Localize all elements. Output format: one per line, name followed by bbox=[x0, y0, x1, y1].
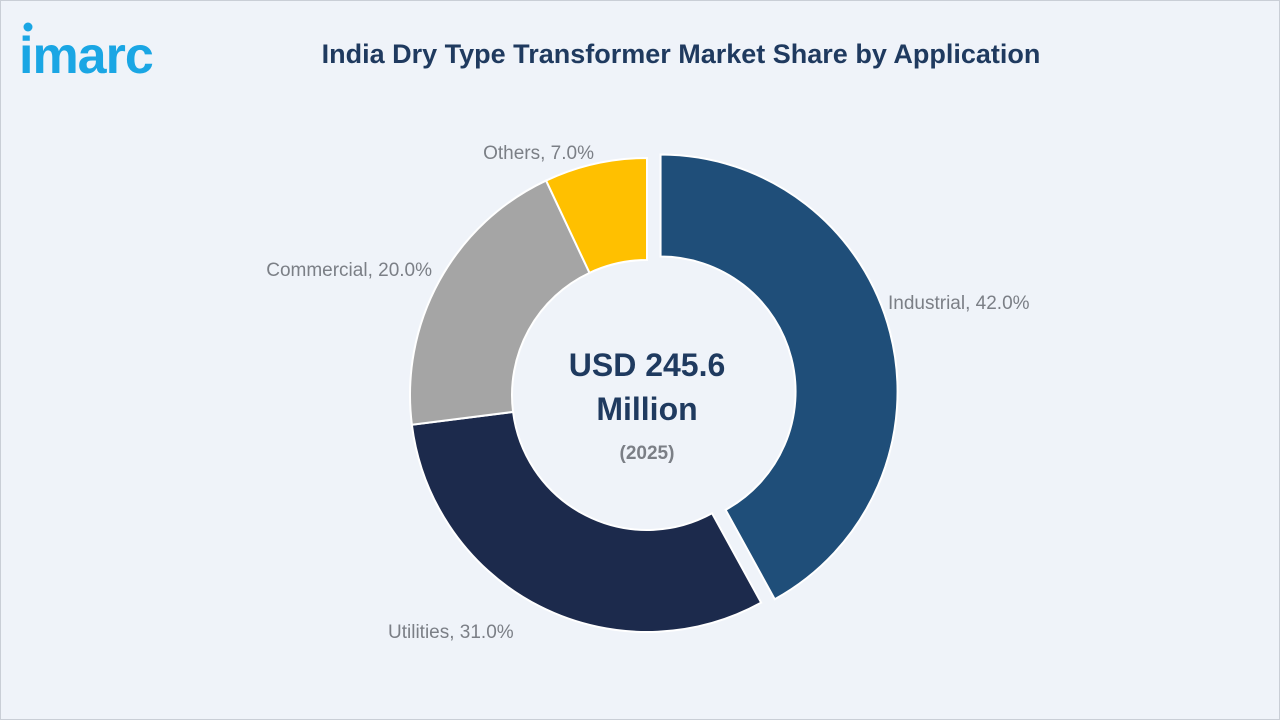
center-value-line-2: Million bbox=[596, 391, 697, 427]
chart-title: India Dry Type Transformer Market Share … bbox=[321, 39, 1041, 69]
slices-group bbox=[409, 153, 899, 633]
center-label: USD 245.6 Million (2025) bbox=[569, 347, 726, 464]
slice-others bbox=[544, 156, 648, 275]
slice-label-industrial: Industrial, 42.0% bbox=[888, 293, 1030, 314]
imarc-logo: imarc bbox=[19, 22, 154, 85]
slice-industrial bbox=[659, 153, 899, 601]
logo-text: imarc bbox=[19, 27, 153, 85]
slice-utilities bbox=[410, 410, 763, 633]
center-value-line-1: USD 245.6 bbox=[569, 347, 726, 383]
slice-label-others: Others, 7.0% bbox=[483, 143, 594, 164]
logo-dot bbox=[23, 22, 33, 32]
slice-commercial bbox=[409, 179, 591, 426]
center-year: (2025) bbox=[620, 443, 675, 464]
slice-label-commercial: Commercial, 20.0% bbox=[266, 260, 432, 281]
labels-group: Industrial, 42.0% Utilities, 31.0% Commerc… bbox=[266, 143, 1029, 643]
slice-label-utilities: Utilities, 31.0% bbox=[388, 622, 514, 643]
